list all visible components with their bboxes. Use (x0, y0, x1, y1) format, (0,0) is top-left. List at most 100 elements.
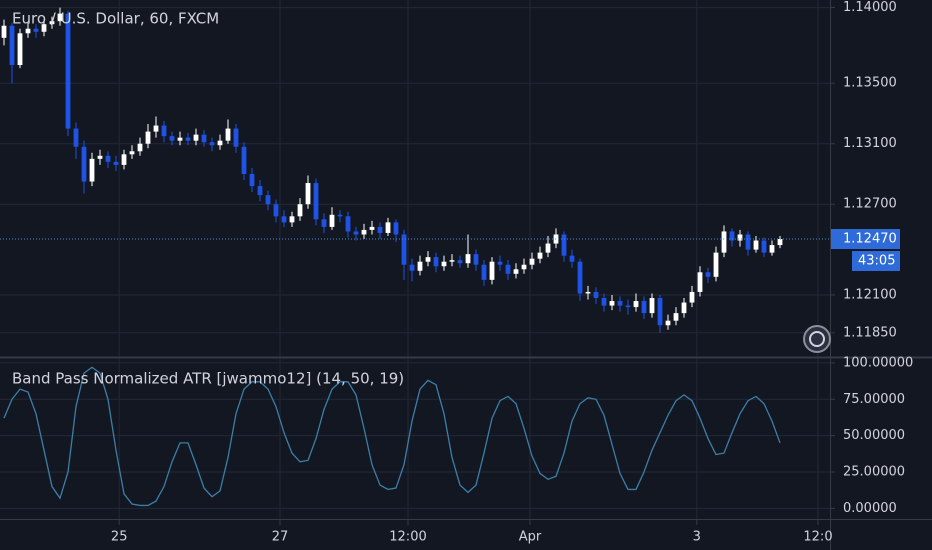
candle-body (545, 243, 551, 253)
candle-body (177, 137, 183, 141)
candle-body (225, 128, 231, 141)
candle-body (249, 173, 255, 187)
y-tick-label: 1.12700 (843, 197, 897, 212)
candle-body (185, 137, 191, 141)
candle-body (769, 245, 775, 253)
candle-body (577, 261, 583, 294)
mark-layer (0, 7, 830, 507)
candle-body (281, 216, 287, 223)
candle-body (137, 143, 143, 152)
candle-body (121, 154, 127, 165)
candle-body (593, 291, 599, 299)
candle-body (161, 125, 167, 137)
candle-body (65, 13, 71, 129)
candle-body (497, 261, 503, 265)
y-tick-label: 1.12100 (843, 287, 897, 302)
candle-body (681, 302, 687, 314)
candle-body (673, 313, 679, 321)
candle-body (369, 226, 375, 230)
countdown-tag (852, 251, 900, 272)
candle-body (1, 25, 7, 38)
candle-body (361, 229, 367, 235)
x-tick-label: 3 (693, 530, 701, 545)
candle-body (265, 195, 271, 205)
candle-body (457, 260, 463, 264)
candle-body (505, 264, 511, 274)
candle-body (153, 125, 159, 132)
candle-body (25, 28, 31, 34)
indicator-line (3, 366, 781, 507)
candle-body (425, 257, 431, 262)
candle-body (449, 260, 455, 262)
candle-body (233, 128, 239, 147)
candle-body (625, 305, 631, 308)
candle-body (33, 28, 39, 32)
candle-body (105, 155, 111, 162)
candle-body (481, 264, 487, 280)
candle-body (777, 239, 783, 246)
candle-body (721, 231, 727, 253)
candle-body (217, 140, 223, 146)
candle-body (513, 269, 519, 274)
candle-body (433, 257, 439, 267)
axis-layer: 1.14000 1.13500 1.13100 1.12700 1.12100 1.118… (111, 0, 913, 544)
candle-body (145, 131, 151, 144)
candle-body (745, 234, 751, 250)
candle-body (657, 298, 663, 326)
y-tick-label: 25.00000 (843, 465, 905, 480)
candle-body (201, 134, 207, 143)
candle-body (537, 252, 543, 259)
candle-body (465, 254, 471, 264)
candle-body (313, 183, 319, 220)
candle-body (601, 298, 607, 306)
broker-logo (803, 325, 831, 353)
candle-body (617, 301, 623, 306)
candle-body (569, 255, 575, 262)
candle-body (289, 216, 295, 223)
candle-body (521, 264, 527, 270)
chart-title: Euro / U.S. Dollar, 60, FXCM (12, 10, 219, 28)
candle-body (337, 214, 343, 217)
candle-body (689, 291, 695, 303)
candle-body (753, 240, 759, 250)
x-tick-label: 12:00 (389, 530, 426, 545)
y-tick-label: 1.13100 (843, 136, 897, 151)
candle-body (649, 298, 655, 314)
candle-body (441, 261, 447, 267)
candle-body (401, 234, 407, 265)
candle-body (329, 214, 335, 227)
candle-body (473, 254, 479, 265)
y-tick-label: 50.00000 (843, 428, 905, 443)
candle-body (705, 272, 711, 277)
candle-body (585, 291, 591, 294)
candle-body (729, 231, 735, 241)
candle-body (49, 21, 55, 25)
candle-body (353, 231, 359, 235)
y-tick-label: 1.13500 (843, 76, 897, 91)
candle-body (73, 128, 79, 147)
candle-body (417, 261, 423, 271)
candle-body (737, 234, 743, 241)
x-tick-label: 27 (272, 530, 289, 545)
candle-body (17, 33, 23, 66)
candle-body (57, 13, 63, 22)
candle-body (41, 24, 47, 32)
candle-body (129, 151, 135, 155)
candle-body (489, 261, 495, 280)
candle-body (529, 258, 535, 265)
candle-body (257, 186, 263, 196)
y-tick-label: 100.00000 (843, 355, 913, 370)
candle-body (305, 183, 311, 205)
candle-body (193, 134, 199, 141)
candle-body (89, 158, 95, 182)
candle-body (561, 234, 567, 256)
y-tick-label: 75.00000 (843, 392, 905, 407)
last-price-tag (831, 229, 900, 250)
candle-body (761, 240, 767, 253)
y-tick-label: 0.00000 (843, 501, 897, 516)
countdown-label: 43:05 (858, 254, 895, 269)
x-tick-label: 25 (111, 530, 128, 545)
